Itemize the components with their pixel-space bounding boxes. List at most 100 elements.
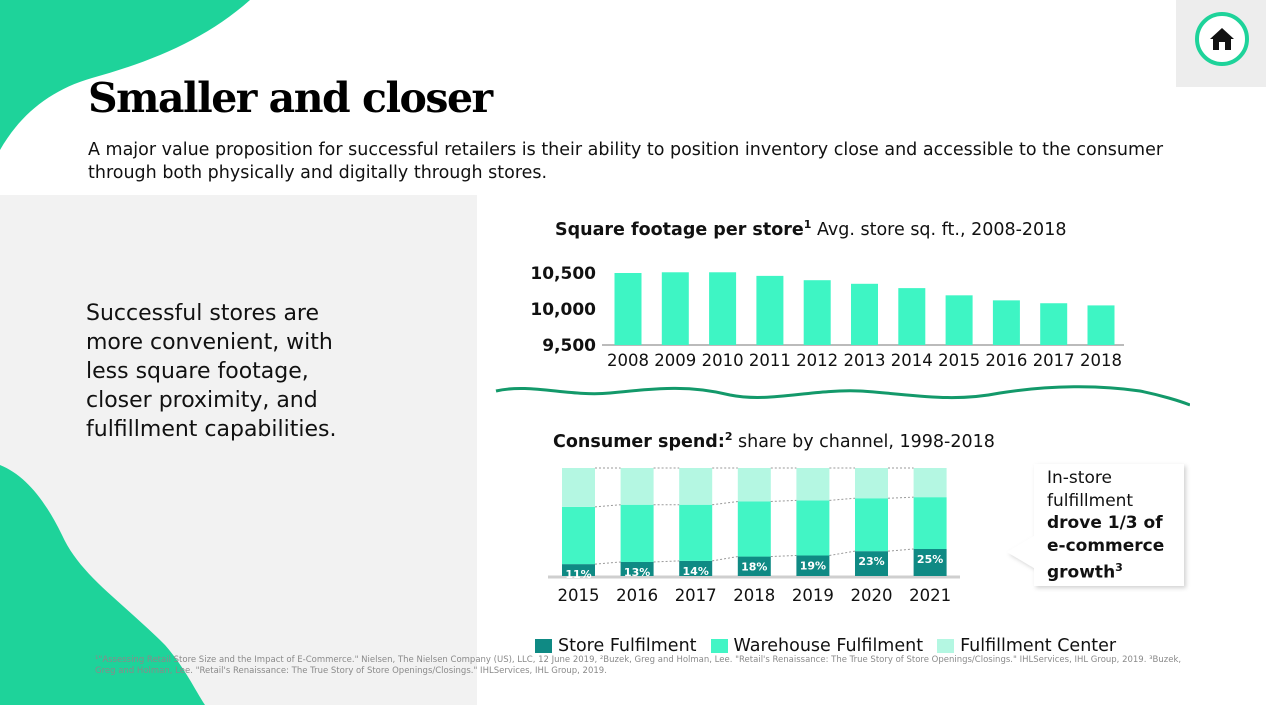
chart2-data-label: 23% bbox=[858, 555, 884, 568]
chart2-title-bold: Consumer spend: bbox=[553, 431, 725, 452]
chart2-connector bbox=[712, 500, 738, 506]
chart2-data-label: 14% bbox=[683, 565, 709, 578]
chart1-bar bbox=[661, 272, 689, 345]
chart2-data-label: 25% bbox=[917, 553, 943, 566]
chart2-data-label: 11% bbox=[565, 568, 591, 581]
page-subtitle: A major value proposition for successful… bbox=[88, 140, 1164, 183]
callout-sup: 3 bbox=[1115, 561, 1123, 575]
chart2-bar-segment bbox=[855, 468, 888, 499]
chart2-bar-segment bbox=[679, 504, 713, 561]
chart1-bar bbox=[756, 275, 784, 345]
chart2-xtick-label: 2020 bbox=[851, 586, 893, 605]
legend-swatch-store bbox=[535, 639, 552, 653]
chart2-connector bbox=[770, 499, 797, 502]
chart2-bar-segment bbox=[562, 564, 595, 576]
chart1-ytick-label: 10,000 bbox=[530, 300, 596, 320]
footnote: ¹"Assessing Retail Store Size and the Im… bbox=[95, 655, 1182, 676]
chart2-connector bbox=[594, 561, 621, 565]
chart2-xtick-label: 2017 bbox=[675, 586, 717, 605]
chart2-connector bbox=[770, 554, 797, 558]
chart2-xtick-label: 2015 bbox=[558, 586, 600, 605]
consumer-spend-chart: 11% 2015 13% 2016 14% 2017 18% 2018 19% 2019 23% 20… bbox=[548, 467, 960, 605]
chart1-title: Square footage per store1 Avg. store sq.… bbox=[555, 218, 1066, 240]
chart2-bar-segment bbox=[855, 498, 888, 552]
chart2-data-label: 18% bbox=[741, 561, 767, 574]
chart2-title-rest: share by channel, 1998-2018 bbox=[732, 431, 995, 452]
square-footage-chart: 10,500 10,000 9,500 2008 2009 2010 2011 2012 201… bbox=[495, 264, 1190, 407]
chart2-connector bbox=[887, 548, 914, 552]
chart1-bar bbox=[945, 295, 973, 345]
home-icon bbox=[1210, 28, 1234, 50]
chart1-xtick-label: 2010 bbox=[702, 351, 744, 370]
chart1-title-rest: Avg. store sq. ft., 2008-2018 bbox=[811, 219, 1067, 240]
callout-line1: In-store fulfillment bbox=[1047, 468, 1134, 511]
chart1-bar bbox=[1040, 303, 1068, 345]
chart2-bar-segment bbox=[796, 555, 830, 576]
chart2-bar-segment bbox=[855, 551, 888, 576]
chart1-xtick-label: 2014 bbox=[891, 351, 933, 370]
left-panel-text: Successful stores are more convenient, w… bbox=[86, 301, 337, 442]
chart2-data-label: 19% bbox=[800, 559, 826, 572]
chart2-title-sup: 2 bbox=[724, 430, 733, 443]
chart1-bar bbox=[851, 283, 878, 345]
chart2-bar-segment bbox=[737, 468, 771, 502]
chart2-bar-segment bbox=[796, 468, 830, 501]
chart1-xtick-label: 2008 bbox=[607, 351, 649, 370]
home-button[interactable] bbox=[1195, 12, 1249, 66]
chart1-xtick-label: 2012 bbox=[796, 351, 838, 370]
chart2-bar-segment bbox=[562, 506, 595, 565]
callout-box bbox=[1007, 464, 1184, 586]
chart1-bar bbox=[803, 280, 831, 345]
chart1-xtick-label: 2018 bbox=[1080, 351, 1122, 370]
chart2-bar-segment bbox=[913, 497, 947, 549]
chart2-connector bbox=[829, 550, 856, 556]
chart1-xtick-label: 2015 bbox=[938, 351, 980, 370]
chart1-ytick-label: 9,500 bbox=[542, 336, 596, 356]
chart2-bar-segment bbox=[796, 500, 830, 556]
chart2-title: Consumer spend:2 share by channel, 1998-… bbox=[553, 430, 995, 452]
legend-label-warehouse: Warehouse Fulfilment bbox=[733, 636, 924, 656]
chart1-bar bbox=[709, 272, 737, 345]
chart2-xtick-label: 2021 bbox=[909, 586, 951, 605]
chart2-bar-segment bbox=[562, 468, 595, 507]
chart1-bar bbox=[898, 288, 926, 345]
callout-text: In-store fulfillment drove 1/3 of e-comm… bbox=[1047, 467, 1182, 585]
legend-swatch-center bbox=[937, 639, 955, 653]
chart2-bar-segment bbox=[737, 556, 771, 576]
chart2-connector bbox=[887, 496, 914, 499]
chart1-xtick-label: 2009 bbox=[654, 351, 696, 370]
page-title: Smaller and closer bbox=[88, 74, 493, 122]
chart2-bar-segment bbox=[620, 561, 654, 576]
chart1-bar bbox=[1087, 305, 1115, 345]
chart2-data-label: 13% bbox=[624, 566, 650, 579]
chart2-connector bbox=[712, 556, 738, 562]
chart1-xtick-label: 2017 bbox=[1033, 351, 1075, 370]
chart2-bar-segment bbox=[620, 468, 654, 505]
chart1-title-bold: Square footage per store bbox=[555, 219, 804, 240]
chart1-bar bbox=[992, 300, 1020, 345]
chart1-bar bbox=[614, 273, 642, 345]
chart2-connector bbox=[653, 560, 680, 563]
chart1-xtick-label: 2011 bbox=[749, 351, 791, 370]
chart1-xtick-label: 2016 bbox=[985, 351, 1027, 370]
decorative-blob-bottom bbox=[0, 465, 205, 705]
chart2-connector bbox=[594, 504, 621, 508]
chart1-ytick-label: 10,500 bbox=[530, 264, 596, 284]
chart1-title-sup: 1 bbox=[803, 218, 812, 231]
legend-label-center: Fulfillment Center bbox=[960, 636, 1117, 656]
chart2-connector bbox=[829, 497, 856, 501]
decorative-blob-top bbox=[0, 0, 250, 150]
legend-swatch-warehouse bbox=[710, 639, 728, 653]
chart2-bar-segment bbox=[679, 560, 713, 576]
wave-divider bbox=[495, 385, 1190, 407]
callout-bold: drove 1/3 of e-commerce growth bbox=[1047, 513, 1165, 584]
chart2-bar-segment bbox=[913, 468, 947, 498]
chart1-xtick-label: 2013 bbox=[844, 351, 886, 370]
legend-item-warehouse: Warehouse Fulfilment bbox=[710, 636, 924, 656]
chart2-bar-segment bbox=[679, 468, 713, 505]
legend-item-store: Store Fulfilment bbox=[535, 636, 697, 656]
chart2-xtick-label: 2018 bbox=[733, 586, 775, 605]
chart2-bar-segment bbox=[913, 549, 947, 576]
legend-label-store: Store Fulfilment bbox=[558, 636, 697, 656]
chart2-bar-segment bbox=[620, 504, 654, 562]
